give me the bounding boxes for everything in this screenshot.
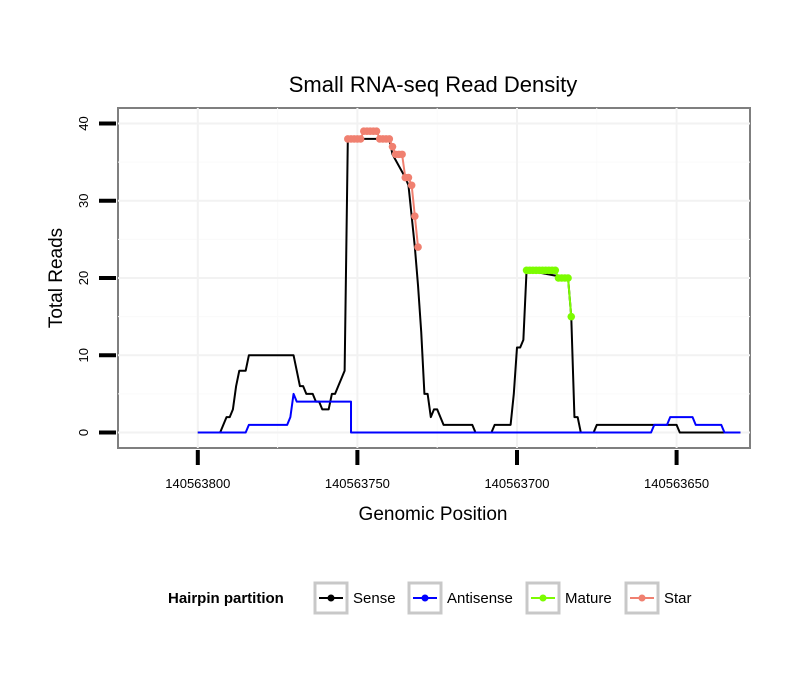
data-point-mature [551, 266, 560, 275]
x-tick-label: 140563700 [484, 476, 549, 491]
data-point-star [407, 181, 416, 190]
data-point-star [404, 173, 413, 182]
x-tick-label: 140563650 [644, 476, 709, 491]
y-axis-title: Total Reads [46, 228, 67, 328]
x-tick-label: 140563750 [325, 476, 390, 491]
y-tick-label: 10 [76, 348, 91, 362]
legend-dot-mature [539, 594, 547, 602]
legend-label-star: Star [664, 590, 692, 607]
y-tick-label: 30 [76, 193, 91, 207]
legend-dot-star [638, 594, 646, 602]
legend-dot-antisense [421, 594, 429, 602]
grid-major [118, 108, 750, 448]
legend-label-antisense: Antisense [447, 590, 513, 607]
y-tick-label: 40 [76, 116, 91, 130]
chart-title: Small RNA-seq Read Density [289, 72, 578, 97]
x-axis: 140563800 140563750 140563700 140563650 [165, 450, 709, 491]
x-axis-title: Genomic Position [359, 504, 508, 525]
data-point-star [411, 212, 419, 220]
data-point-star [356, 135, 365, 143]
y-tick-label: 0 [76, 429, 91, 436]
y-tick-label: 20 [76, 271, 91, 285]
data-point-mature [567, 312, 576, 321]
data-point-star [385, 135, 394, 143]
legend: Hairpin partition Sense Antisense Mature St… [168, 581, 692, 615]
data-point-star [372, 127, 381, 135]
y-axis: 0 10 20 30 40 [76, 116, 116, 436]
legend-entries: Sense Antisense Mature Star [313, 581, 692, 615]
series-line-antisense [197, 392, 741, 434]
data-point-star [398, 150, 406, 159]
legend-label-sense: Sense [353, 590, 396, 607]
legend-title: Hairpin partition [168, 590, 284, 607]
data-point-star [414, 243, 422, 251]
series-layer [197, 127, 741, 434]
data-point-star [388, 142, 397, 151]
legend-label-mature: Mature [565, 590, 612, 607]
x-tick-label: 140563800 [165, 476, 230, 491]
legend-dot-sense [327, 594, 335, 602]
data-point-mature [564, 274, 572, 282]
